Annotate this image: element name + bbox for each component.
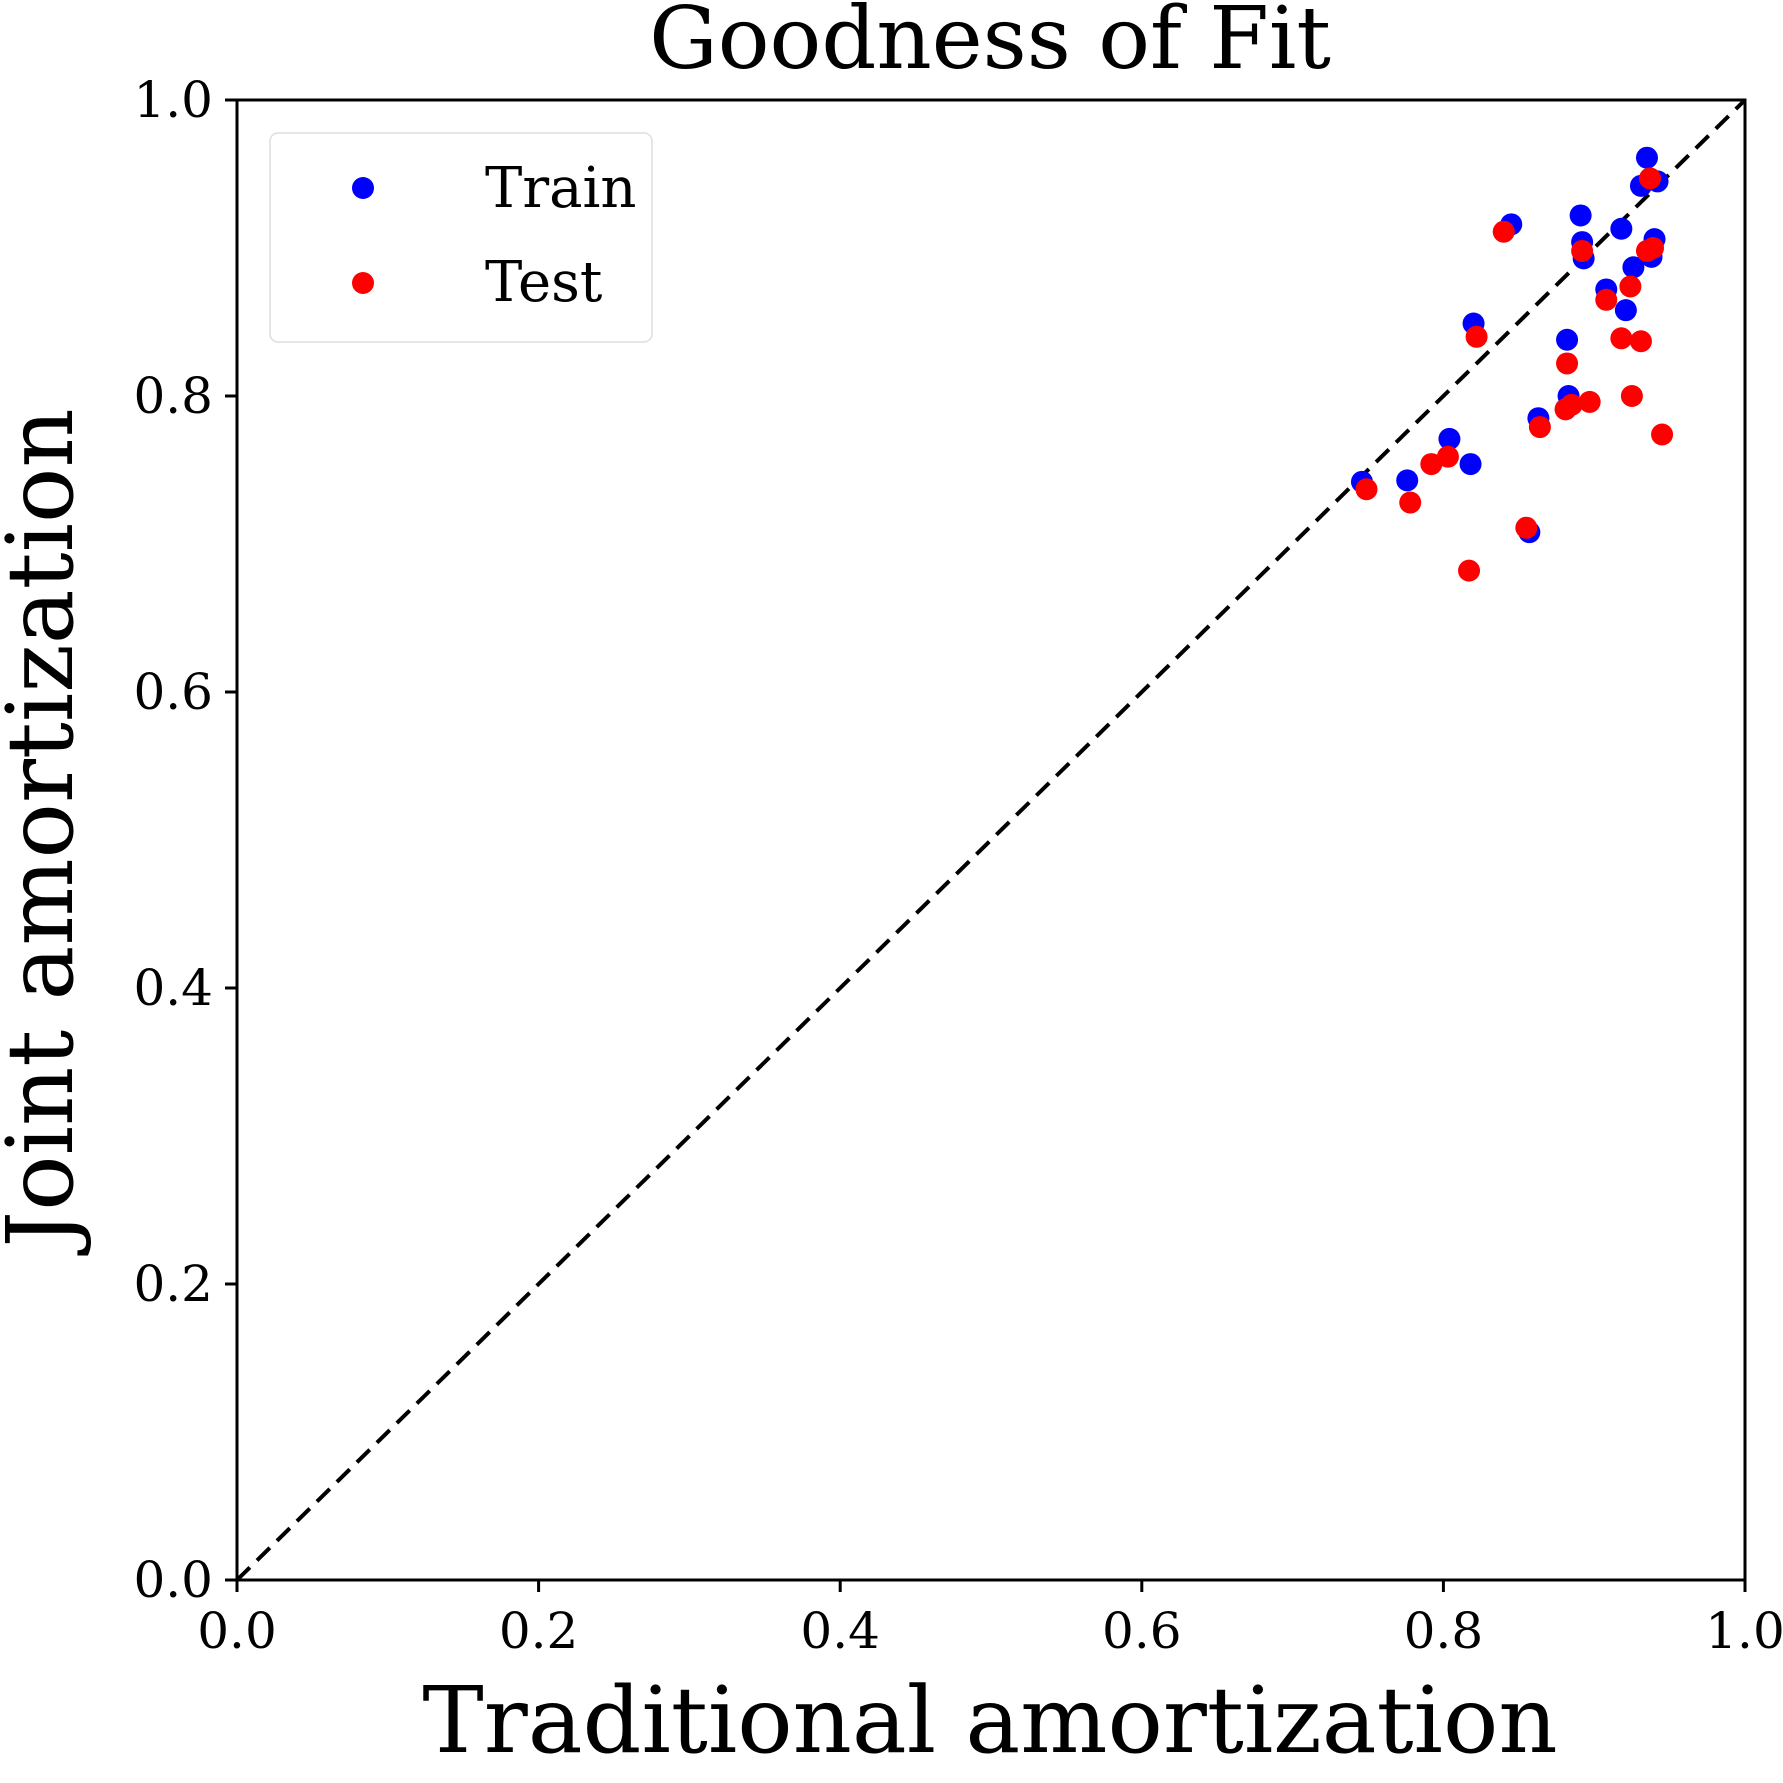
test-point	[1465, 325, 1488, 348]
train-point	[1622, 256, 1645, 279]
x-axis-ticks: 0.0 0.2 0.4 0.6 0.8 1.0	[197, 1580, 1783, 1660]
y-axis-ticks: 0.0 0.2 0.4 0.6 0.8 1.0	[133, 71, 237, 1609]
y-axis-label: Joint amortization	[0, 408, 94, 1255]
y-tick-label: 0.2	[133, 1255, 213, 1313]
test-point	[1399, 491, 1422, 514]
train-point	[1438, 427, 1461, 450]
test-point	[1610, 327, 1633, 350]
train-point	[1556, 328, 1579, 351]
plot-area	[235, 98, 1747, 1582]
legend: Train Test	[269, 132, 653, 343]
test-point	[1571, 239, 1594, 262]
y-tick-label: 1.0	[133, 71, 213, 129]
test-point	[1556, 352, 1579, 375]
plot-frame	[235, 98, 1747, 1582]
y-tick-label: 0.4	[133, 959, 213, 1017]
data-points	[1350, 146, 1674, 582]
test-point	[1515, 516, 1538, 539]
test-point	[1458, 559, 1481, 582]
chart-title: Goodness of Fit	[649, 0, 1331, 89]
train-point	[1396, 469, 1419, 492]
legend-marker-test	[352, 272, 374, 294]
diagonal-reference-line	[235, 98, 1747, 1582]
test-point	[1629, 330, 1652, 353]
x-tick-label: 0.8	[1404, 1602, 1484, 1660]
x-tick-label: 0.4	[800, 1602, 880, 1660]
y-tick-label: 0.8	[133, 367, 213, 425]
x-tick-label: 0.6	[1102, 1602, 1182, 1660]
test-point	[1651, 423, 1674, 446]
test-point	[1595, 288, 1618, 311]
legend-label-train: Train	[485, 156, 636, 221]
test-point	[1436, 445, 1459, 468]
x-tick-label: 0.0	[197, 1602, 277, 1660]
test-point	[1642, 237, 1665, 259]
x-axis-label: Traditional amortization	[422, 1667, 1557, 1774]
y-tick-label: 0.0	[133, 1551, 213, 1609]
test-point	[1578, 390, 1601, 413]
test-point	[1638, 167, 1661, 190]
y-tick-label: 0.6	[133, 663, 213, 721]
test-point	[1355, 478, 1378, 501]
legend-label-test: Test	[485, 250, 603, 315]
test-point	[1560, 393, 1583, 416]
legend-marker-train	[352, 177, 374, 199]
x-tick-label: 0.2	[499, 1602, 579, 1660]
test-point	[1619, 275, 1642, 298]
x-tick-label: 1.0	[1705, 1602, 1783, 1660]
train-point	[1635, 146, 1658, 169]
test-point	[1420, 453, 1443, 476]
train-point	[1459, 453, 1482, 476]
train-point	[1614, 299, 1637, 322]
train-point	[1569, 204, 1592, 227]
train-point	[1610, 217, 1633, 240]
test-point	[1528, 416, 1551, 439]
test-point	[1620, 385, 1643, 407]
test-point	[1492, 220, 1515, 243]
